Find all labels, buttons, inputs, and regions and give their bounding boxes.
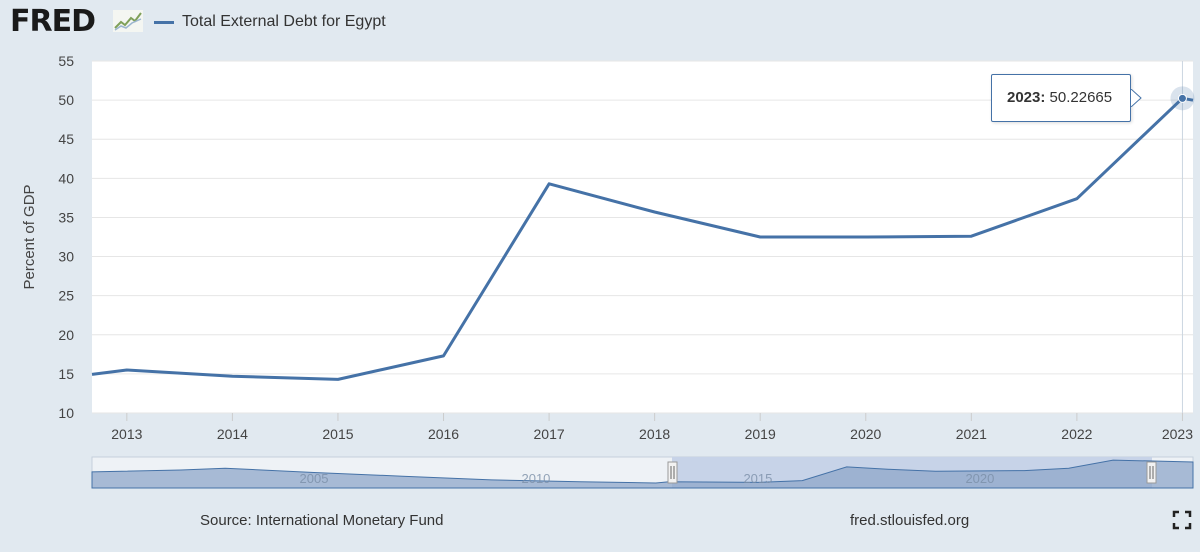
y-tick-label: 10 (58, 405, 74, 421)
y-tick-label: 25 (58, 288, 74, 304)
y-tick-label: 20 (58, 327, 74, 343)
site-link[interactable]: fred.stlouisfed.org (850, 512, 970, 529)
tooltip-year: 2023: (1007, 89, 1046, 106)
data-tooltip: 2023: 50.22665 (991, 74, 1131, 122)
x-tick-label: 2017 (534, 426, 565, 442)
tooltip-value: 50.22665 (1049, 89, 1113, 106)
legend-swatch (154, 20, 174, 24)
x-tick-label: 2021 (956, 426, 987, 442)
y-tick-label: 15 (58, 366, 74, 382)
x-axis-ticks: 2013 2014 2015 2016 2017 2018 2019 2020 2021 2022… (111, 413, 1193, 442)
y-tick-label: 45 (58, 131, 74, 147)
x-tick-label: 2013 (111, 426, 142, 442)
x-tick-label: 2015 (322, 426, 353, 442)
chart-header: FRED Total External Debt for Egypt (0, 0, 1200, 48)
x-tick-label: 2018 (639, 426, 670, 442)
x-tick-label: 2020 (850, 426, 881, 442)
navigator-label: 2005 (300, 471, 329, 486)
fred-logo[interactable]: FRED (10, 4, 96, 39)
gridlines (92, 60, 1193, 414)
fullscreen-icon[interactable] (1172, 510, 1192, 530)
navigator-label: 2010 (521, 471, 550, 486)
series-line (91, 96, 1194, 381)
source-note: Source: International Monetary Fund (200, 512, 444, 529)
navigator-label: 2020 (965, 471, 994, 486)
navigator-area (91, 459, 1194, 489)
y-tick-label: 30 (58, 249, 74, 265)
y-axis-ticks: 10 15 20 25 30 35 40 45 50 55 (58, 53, 74, 421)
navigator-labels: 2005 2010 2015 2020 (300, 471, 995, 486)
x-tick-label: 2022 (1061, 426, 1092, 442)
y-axis-label: Percent of GDP (21, 184, 38, 289)
navigator-label: 2015 (743, 471, 772, 486)
y-tick-label: 55 (58, 53, 74, 69)
legend-label: Total External Debt for Egypt (182, 13, 386, 30)
navigator-right-handle[interactable] (1146, 461, 1157, 484)
x-tick-label: 2019 (745, 426, 776, 442)
y-tick-label: 50 (58, 92, 74, 108)
y-tick-label: 35 (58, 209, 74, 225)
x-tick-label: 2016 (428, 426, 459, 442)
x-tick-label: 2014 (217, 426, 248, 442)
tooltip-pointer (1131, 89, 1142, 107)
hover-point (1177, 93, 1187, 103)
x-tick-label: 2023 (1162, 426, 1193, 442)
fred-graph-icon (113, 10, 143, 32)
chart-legend[interactable]: Total External Debt for Egypt (154, 13, 386, 31)
y-tick-label: 40 (58, 170, 74, 186)
navigator-left-handle[interactable] (667, 461, 678, 484)
